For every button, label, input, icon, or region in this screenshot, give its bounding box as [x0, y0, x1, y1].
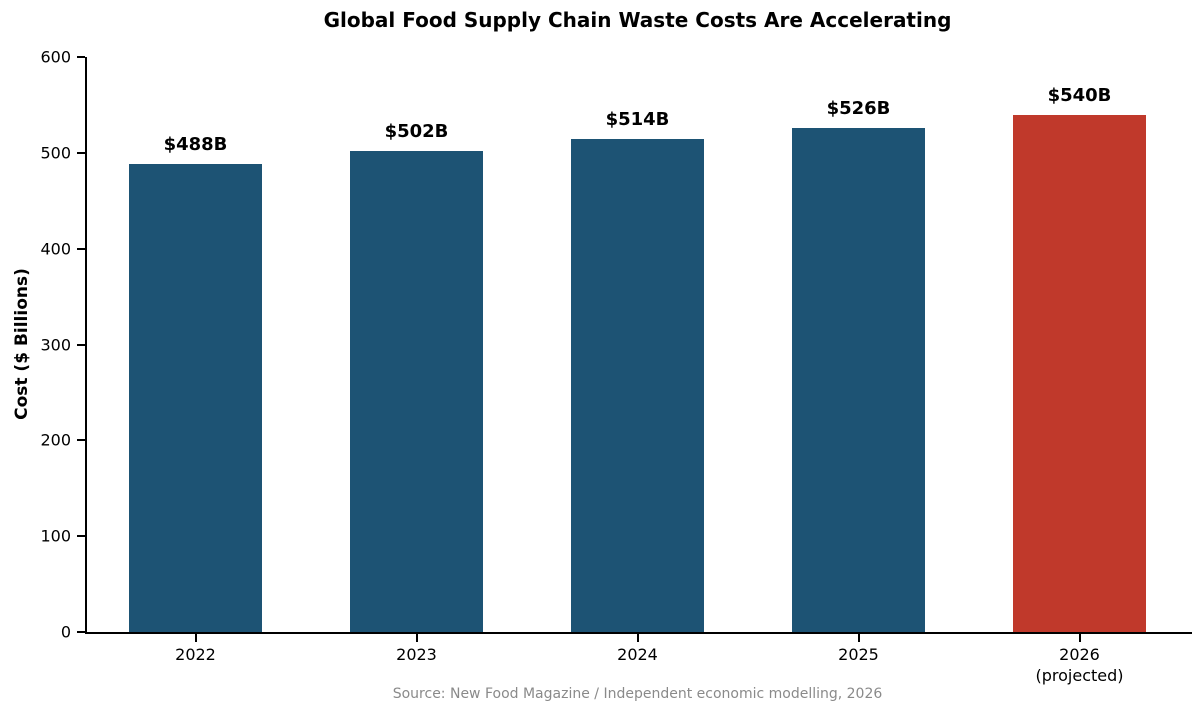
bar-value-label: $502B [384, 120, 449, 142]
chart-title: Global Food Supply Chain Waste Costs Are… [323, 8, 952, 32]
x-tick-mark [636, 634, 639, 642]
x-tick-mark [1078, 634, 1081, 642]
x-tick-mark [857, 634, 860, 642]
y-tick-label: 400 [40, 239, 71, 259]
x-tick-label: 2026 (projected) [1035, 645, 1124, 685]
y-tick-mark [77, 439, 85, 442]
y-tick-mark [77, 56, 85, 58]
y-tick-mark [77, 151, 85, 154]
x-tick-label: 2023 [396, 645, 437, 664]
bar-2022 [129, 164, 262, 632]
x-tick-mark [415, 634, 418, 642]
y-tick-label: 0 [60, 622, 71, 642]
bar-2025 [792, 127, 925, 632]
y-tick-mark [77, 247, 85, 250]
y-tick-mark [77, 535, 85, 538]
bar-value-label: $540B [1047, 84, 1112, 106]
bar-value-label: $514B [605, 109, 670, 131]
bar-value-label: $526B [826, 97, 891, 119]
y-tick-label: 500 [40, 143, 71, 163]
y-tick-label: 600 [40, 47, 71, 67]
source-note: Source: New Food Magazine / Independent … [392, 686, 883, 702]
bar-value-label: $488B [163, 134, 228, 156]
x-tick-label: 2024 [617, 645, 658, 664]
plot-area [85, 57, 1192, 634]
bar-2024 [571, 139, 704, 632]
x-tick-label: 2022 [175, 645, 216, 664]
x-tick-label: 2025 [838, 645, 879, 664]
y-tick-mark [77, 631, 85, 633]
bar-2026 [1013, 114, 1146, 632]
y-tick-mark [77, 343, 85, 346]
x-tick-mark [194, 634, 197, 642]
bar-2023 [350, 150, 483, 632]
y-tick-label: 200 [40, 430, 71, 450]
x-tick-sublabel: (projected) [1035, 666, 1124, 685]
y-tick-label: 100 [40, 526, 71, 546]
y-tick-label: 300 [40, 335, 71, 354]
